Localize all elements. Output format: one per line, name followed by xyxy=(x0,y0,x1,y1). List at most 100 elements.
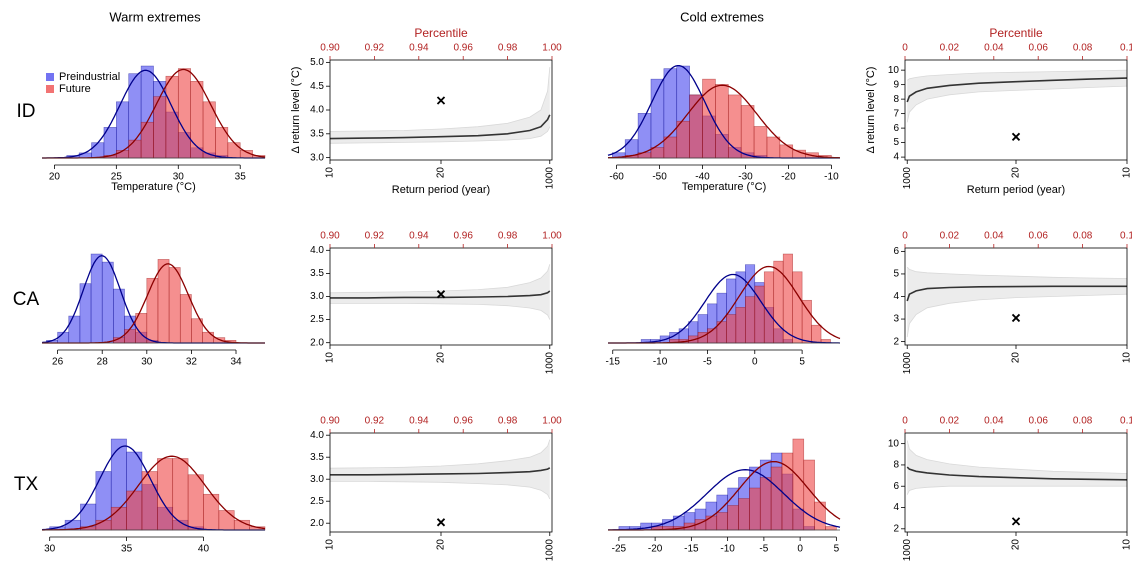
y-tick-label: 4.0 xyxy=(310,245,324,256)
x2-tick-label: 0.06 xyxy=(1028,43,1048,54)
x2-tick-label: 1.00 xyxy=(542,231,562,242)
x2-tick-label: 1.00 xyxy=(542,43,562,54)
x2-tick-label: 0.06 xyxy=(1028,231,1048,242)
x-tick-label: 20 xyxy=(1011,539,1022,551)
histogram-bar xyxy=(128,139,142,159)
x2-tick-label: 0.08 xyxy=(1073,43,1093,54)
ensemble-line xyxy=(330,481,551,500)
y-tick-label: 7 xyxy=(893,108,899,119)
x2-tick-label: 0.02 xyxy=(940,43,960,54)
histogram-bar xyxy=(218,510,235,531)
x-tick-label: 1000 xyxy=(544,167,555,190)
histogram-bar xyxy=(172,458,189,531)
y-axis-label: Δ return level (°C) xyxy=(290,67,302,154)
plot-frame xyxy=(329,59,553,161)
x-tick-label: 1000 xyxy=(544,539,555,562)
y-tick-label: 3.0 xyxy=(310,152,324,163)
y-tick-label: 5 xyxy=(893,137,899,148)
y-tick-label: 4.0 xyxy=(310,105,324,116)
histogram-bar xyxy=(738,498,750,531)
x2-tick-label: 0.98 xyxy=(498,231,518,242)
x-axis-label: Return period (year) xyxy=(967,184,1065,196)
histogram-bar xyxy=(79,283,92,344)
histogram-bar xyxy=(146,277,159,344)
x-tick-label: -15 xyxy=(606,357,621,368)
histogram-bar xyxy=(157,458,174,531)
histogram-bar xyxy=(740,105,755,159)
fit-curve xyxy=(607,84,841,159)
y-tick-label: 3.5 xyxy=(310,268,324,279)
histogram-bar xyxy=(749,487,761,531)
plot-area xyxy=(906,440,1127,495)
x-tick-label: 5 xyxy=(799,357,805,368)
row-label: TX xyxy=(14,474,39,495)
histogram-bar xyxy=(705,515,718,531)
x-tick-label: 34 xyxy=(230,357,242,368)
x2-tick-label: 0.06 xyxy=(1028,416,1048,427)
column-title: Warm extremes xyxy=(109,9,201,24)
x-tick-label: 1000 xyxy=(902,352,913,375)
x2-tick-label: 0.96 xyxy=(453,416,473,427)
plot-area xyxy=(330,439,551,500)
x-tick-label: 20 xyxy=(436,352,447,364)
x-tick-label: 10 xyxy=(1122,539,1132,551)
x2-tick-label: 0.92 xyxy=(365,231,385,242)
y-tick-label: 9 xyxy=(893,79,899,90)
y-tick-label: 4 xyxy=(893,291,899,302)
spread-band xyxy=(330,67,550,144)
x-tick-label: 20 xyxy=(436,167,447,179)
y-tick-label: 4 xyxy=(893,502,899,513)
x2-tick-label: 0 xyxy=(902,231,908,242)
x-tick-label: 10 xyxy=(325,352,336,364)
x-tick-label: 5 xyxy=(834,544,840,555)
y-tick-label: 5.0 xyxy=(310,57,324,68)
x-tick-label: 1000 xyxy=(544,352,555,375)
histogram-bar xyxy=(202,331,215,344)
ensemble-line xyxy=(330,126,551,144)
y-tick-label: 8 xyxy=(893,94,899,105)
x-tick-label: -20 xyxy=(648,544,663,555)
y-tick-label: 5 xyxy=(893,269,899,280)
x-tick-label: -5 xyxy=(759,544,768,555)
mean-line xyxy=(906,466,1127,481)
x2-tick-label: 0.04 xyxy=(984,416,1004,427)
histogram-bar xyxy=(759,477,772,531)
x2-tick-label: 0 xyxy=(902,43,908,54)
histogram-bar xyxy=(177,68,191,159)
x2-tick-label: 0.02 xyxy=(940,231,960,242)
ensemble-line xyxy=(330,439,551,469)
row-label: ID xyxy=(17,101,36,122)
fit-curve xyxy=(42,69,265,159)
histogram-bar xyxy=(782,253,793,344)
x2-axis-label: Percentile xyxy=(989,26,1043,40)
spread-band xyxy=(907,267,1127,338)
x-tick-label: -50 xyxy=(652,172,667,183)
x2-tick-label: 0.1 xyxy=(1120,416,1132,427)
x-axis-label: Temperature (°C) xyxy=(682,181,766,193)
y-tick-label: 2.5 xyxy=(310,496,324,507)
x2-tick-label: 0.04 xyxy=(984,231,1004,242)
x2-tick-label: 0.92 xyxy=(365,43,385,54)
x-tick-label: -40 xyxy=(695,172,710,183)
x2-tick-label: 0.90 xyxy=(320,416,340,427)
spread-band xyxy=(907,440,1127,495)
y-tick-label: 8 xyxy=(893,460,899,471)
mean-line xyxy=(330,114,551,140)
x2-tick-label: 0.98 xyxy=(498,43,518,54)
x-tick-label: 30 xyxy=(141,357,153,368)
column-title: Cold extremes xyxy=(680,9,764,24)
histogram-bar xyxy=(663,136,678,159)
row-label: CA xyxy=(13,289,40,310)
x-axis-label: Temperature (°C) xyxy=(111,181,195,193)
histogram-bar xyxy=(763,271,775,344)
histogram-bar xyxy=(727,505,739,531)
x2-tick-label: 0.08 xyxy=(1073,231,1093,242)
y-tick-label: 4 xyxy=(893,152,899,163)
y-tick-label: 6 xyxy=(893,246,899,257)
histogram-bar xyxy=(792,438,805,531)
plot-area xyxy=(906,69,1127,123)
y-axis-label: Δ return level (°C) xyxy=(865,67,877,154)
ensemble-line xyxy=(330,67,551,132)
x-tick-label: 26 xyxy=(52,357,64,368)
y-tick-label: 3.5 xyxy=(310,128,324,139)
